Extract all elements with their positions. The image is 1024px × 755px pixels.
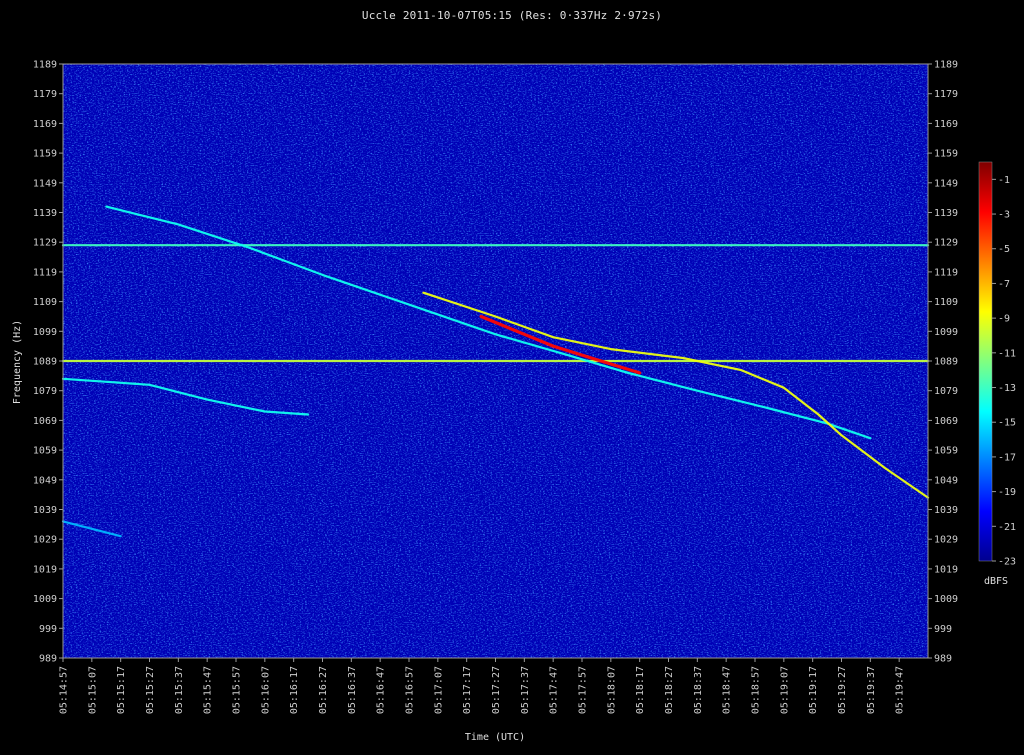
y-tick-label-left: 1189 (33, 60, 57, 71)
y-tick-label-left: 1039 (33, 505, 57, 516)
y-tick-label-right: 1119 (934, 267, 958, 278)
y-tick-label-right: 1139 (934, 208, 958, 219)
y-tick-label-left: 1079 (33, 386, 57, 397)
y-axis-label: Frequency (Hz) (12, 320, 23, 404)
y-tick-label-right: 999 (934, 624, 952, 635)
y-tick-label-left: 1159 (33, 149, 57, 160)
x-tick-label: 05:19:17 (808, 666, 819, 714)
x-tick-label: 05:16:17 (289, 666, 300, 714)
x-tick-label: 05:15:57 (232, 666, 243, 714)
y-tick-label-left: 1179 (33, 89, 57, 100)
x-tick-label: 05:18:17 (635, 666, 646, 714)
colorbar-tick-label: -3 (998, 210, 1010, 221)
colorbar: -1 -3 -5 -7 -9 -11 -13 -15 -17 -19 -21 -23 (978, 161, 1016, 568)
colorbar-tick-label: -1 (998, 175, 1010, 186)
y-tick-label-right: 1049 (934, 475, 958, 486)
x-tick-label: 05:15:37 (174, 666, 185, 714)
x-tick-label: 05:17:27 (491, 666, 502, 714)
x-tick-label: 05:19:07 (779, 666, 790, 714)
y-tick-label-right: 1019 (934, 564, 958, 575)
y-tick-label-left: 1149 (33, 178, 57, 189)
y-tick-label-left: 1049 (33, 475, 57, 486)
y-tick-label-left: 1109 (33, 297, 57, 308)
x-tick-label: 05:17:57 (578, 666, 589, 714)
y-tick-label-left: 1089 (33, 357, 57, 368)
y-tick-label-right: 1069 (934, 416, 958, 427)
y-tick-label-right: 1029 (934, 535, 958, 546)
colorbar-tick-label: -15 (998, 418, 1016, 429)
x-tick-label: 05:17:07 (433, 666, 444, 714)
y-tick-label-right: 1009 (934, 594, 958, 605)
signal-traces (61, 205, 930, 538)
y-tick-label-left: 1009 (33, 594, 57, 605)
colorbar-tick-label: -21 (998, 522, 1016, 533)
x-tick-label: 05:19:47 (895, 666, 906, 714)
x-tick-label: 05:14:57 (59, 666, 70, 714)
y-tick-label-left: 989 (39, 654, 57, 665)
x-tick-label: 05:17:47 (549, 666, 560, 714)
y-tick-label-right: 1159 (934, 149, 958, 160)
x-tick-label: 05:16:47 (376, 666, 387, 714)
y-tick-label-left: 1099 (33, 327, 57, 338)
y-tick-label-left: 1059 (33, 446, 57, 457)
y-tick-label-right: 1079 (934, 386, 958, 397)
x-tick-label: 05:16:37 (347, 666, 358, 714)
x-tick-label: 05:15:27 (145, 666, 156, 714)
y-tick-label-right: 1099 (934, 327, 958, 338)
y-tick-label-right: 1149 (934, 178, 958, 189)
colorbar-tick-label: -19 (998, 487, 1016, 498)
x-tick-label: 05:18:47 (722, 666, 733, 714)
x-tick-label: 05:17:37 (520, 666, 531, 714)
y-tick-label-left: 1129 (33, 238, 57, 249)
colorbar-tick-label: -23 (998, 557, 1016, 568)
x-tick-label: 05:16:07 (260, 666, 271, 714)
signal-trace-4 (479, 314, 642, 375)
y-tick-label-right: 1189 (934, 60, 958, 71)
x-tick-label: 05:17:17 (462, 666, 473, 714)
y-tick-label-left: 1019 (33, 564, 57, 575)
x-tick-label: 05:16:27 (318, 666, 329, 714)
colorbar-tick-label: -17 (998, 452, 1016, 463)
y-tick-label-right: 1039 (934, 505, 958, 516)
y-tick-label-left: 999 (39, 624, 57, 635)
colorbar-tick-label: -13 (998, 383, 1016, 394)
x-tick-label: 05:18:07 (606, 666, 617, 714)
colorbar-tick-label: -5 (998, 244, 1010, 255)
x-axis-label: Time (UTC) (465, 732, 525, 743)
chart-title: Uccle 2011-10-07T05:15 (Res: 0·337Hz 2·9… (361, 9, 663, 22)
axes: 1189 1189 1179 1179 1169 1169 1159 1159 1149 1149… (33, 60, 958, 715)
signal-trace-2 (105, 205, 872, 440)
x-tick-label: 05:18:57 (751, 666, 762, 714)
y-tick-label-left: 1139 (33, 208, 57, 219)
x-tick-label: 05:16:57 (405, 666, 416, 714)
x-tick-label: 05:19:27 (837, 666, 848, 714)
x-tick-label: 05:15:07 (87, 666, 98, 714)
y-tick-label-right: 1169 (934, 119, 958, 130)
x-tick-label: 05:18:27 (664, 666, 675, 714)
y-tick-label-right: 1089 (934, 357, 958, 368)
y-tick-label-left: 1069 (33, 416, 57, 427)
signal-trace-3 (422, 291, 930, 499)
y-tick-label-left: 1169 (33, 119, 57, 130)
y-tick-label-right: 1109 (934, 297, 958, 308)
colorbar-tick-label: -11 (998, 348, 1016, 359)
x-tick-label: 05:15:47 (203, 666, 214, 714)
colorbar-gradient (978, 161, 993, 562)
signal-trace-5 (61, 377, 310, 416)
x-tick-label: 05:18:37 (693, 666, 704, 714)
signal-trace-6 (61, 520, 122, 538)
colorbar-tick-label: -9 (998, 314, 1010, 325)
y-tick-label-right: 1129 (934, 238, 958, 249)
y-tick-label-left: 1119 (33, 267, 57, 278)
x-tick-label: 05:19:37 (866, 666, 877, 714)
y-tick-label-left: 1029 (33, 535, 57, 546)
colorbar-tick-label: -7 (998, 279, 1010, 290)
x-tick-label: 05:15:17 (116, 666, 127, 714)
y-tick-label-right: 989 (934, 654, 952, 665)
y-tick-label-right: 1059 (934, 446, 958, 457)
colorbar-label: dBFS (984, 576, 1008, 587)
y-tick-label-right: 1179 (934, 89, 958, 100)
